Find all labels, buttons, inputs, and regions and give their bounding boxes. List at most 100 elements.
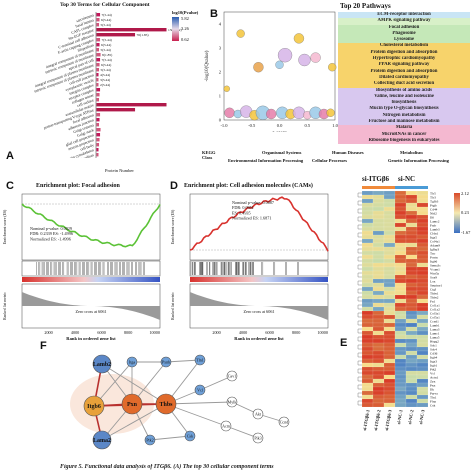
e-cell <box>372 206 385 212</box>
e-cell <box>383 342 396 348</box>
d-x-tick: 2000 <box>212 330 220 335</box>
e-cell <box>394 234 407 240</box>
e-dendro <box>357 328 362 334</box>
panel-d-letter: D <box>170 180 178 192</box>
e-gene-label: Cd36 <box>430 351 438 355</box>
e-cell <box>383 262 396 268</box>
e-cell <box>372 346 385 352</box>
e-cell <box>405 306 418 312</box>
b-pathway-item: Malaria <box>338 125 470 132</box>
e-cell <box>383 226 396 232</box>
e-cell <box>361 310 374 316</box>
e-cell <box>361 362 374 368</box>
e-cell <box>405 274 418 280</box>
a-bar <box>96 28 167 32</box>
b-ylabel: -log10(Qvalue) <box>205 50 210 81</box>
e-cell <box>405 402 418 408</box>
e-cell <box>416 210 429 216</box>
f-highlight-region <box>70 374 154 434</box>
e-cell <box>416 254 429 260</box>
e-cell <box>372 342 385 348</box>
e-cell <box>405 326 418 332</box>
a-bar-label: 4(5.44) <box>100 73 111 77</box>
e-cell <box>394 366 407 372</box>
f-edge <box>165 403 227 427</box>
figure-caption: Figure 5. Functional data analysis of IT… <box>60 464 274 470</box>
e-cell <box>394 398 407 404</box>
b-pathway-item: MicroRNAs in cancer <box>338 131 470 138</box>
e-cell <box>383 382 396 388</box>
e-cell <box>405 222 418 228</box>
e-cell <box>361 346 374 352</box>
b-pathway-item: Valine, leucine and isoleucine <box>338 93 470 101</box>
e-cell <box>361 358 374 364</box>
e-cell <box>405 318 418 324</box>
e-dendro <box>357 256 362 262</box>
e-cell <box>372 190 385 196</box>
e-gene-label: Serpine1 <box>430 283 442 287</box>
a-bar-label: 5(5.44) <box>101 68 112 72</box>
e-gene-label: Col1a1 <box>430 303 440 307</box>
e-cell <box>416 214 429 220</box>
e-cell <box>405 370 418 376</box>
e-cell <box>372 398 385 404</box>
f-node <box>226 396 238 408</box>
b-pathway-item: biosynthesis <box>338 100 470 107</box>
e-dendro <box>357 360 362 366</box>
e-cell <box>416 374 429 380</box>
e-cell <box>372 230 385 236</box>
a-bar-label: 5(5.44) <box>101 23 112 27</box>
e-cell <box>383 306 396 312</box>
f-node-label: Ptk2 <box>146 437 153 442</box>
e-cell <box>416 382 429 388</box>
panel-f-letter: F <box>40 340 47 352</box>
e-cell <box>372 378 385 384</box>
f-edge <box>101 403 167 441</box>
panel-b-letter: B <box>210 8 218 20</box>
e-cell <box>416 270 429 276</box>
e-cell <box>372 234 385 240</box>
f-node-label: Mylk <box>228 399 237 404</box>
c-stat: FDR: 0.2339 ES: -1.4996 <box>30 231 73 236</box>
f-node-label: Itga <box>129 359 135 364</box>
e-cell <box>394 278 407 284</box>
e-cell <box>383 402 396 408</box>
e-cell <box>372 374 385 380</box>
e-cell <box>405 322 418 328</box>
e-cell <box>383 218 396 224</box>
e-cell <box>372 194 385 200</box>
d-rank-gradient <box>190 277 328 282</box>
e-gene-label: Col3a1 <box>430 311 440 315</box>
a-category-label: cell body <box>80 143 95 152</box>
e-cell <box>361 206 374 212</box>
e-cell <box>394 246 407 252</box>
e-gene-label: Sdc4 <box>430 347 437 351</box>
a-bar-label: 6(5.44) <box>101 43 112 47</box>
e-cell <box>361 294 374 300</box>
e-cell <box>405 214 418 220</box>
e-dendro <box>357 376 362 382</box>
c-zero-cross: Zero cross at 6061 <box>75 309 106 314</box>
a-bar <box>96 88 101 92</box>
e-cell <box>416 314 429 320</box>
e-cell <box>383 398 396 404</box>
e-cell <box>394 302 407 308</box>
e-gene-label: Lamc1 <box>430 331 440 335</box>
e-gene-label: Hspg2 <box>430 339 439 343</box>
e-cell <box>361 402 374 408</box>
e-cell <box>383 298 396 304</box>
e-cell <box>416 338 429 344</box>
e-cell <box>405 246 418 252</box>
panel-a-legend-tick-1: 5.82 <box>181 16 189 21</box>
e-cell <box>383 366 396 372</box>
e-cell <box>416 286 429 292</box>
e-cell <box>416 306 429 312</box>
e-cell <box>372 238 385 244</box>
e-cell <box>416 206 429 212</box>
e-gene-label: Parva <box>430 391 438 395</box>
e-cell <box>394 218 407 224</box>
a-bar <box>96 98 100 102</box>
e-cell <box>394 326 407 332</box>
e-cell <box>361 354 374 360</box>
e-cell <box>383 318 396 324</box>
